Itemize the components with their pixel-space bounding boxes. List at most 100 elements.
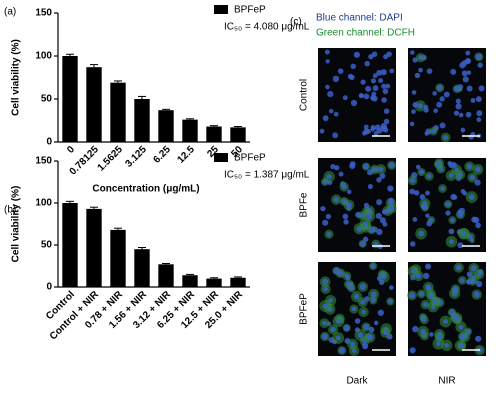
cell-nucleus bbox=[475, 96, 482, 103]
annotation: IC₅₀ = 4.080 μg/mL bbox=[224, 22, 310, 33]
cell-nucleus bbox=[366, 334, 374, 341]
y-tick-label: 0 bbox=[46, 137, 52, 148]
cell-nucleus bbox=[334, 165, 340, 171]
cell-nucleus bbox=[371, 91, 377, 97]
cell-nucleus bbox=[412, 217, 418, 222]
cell-nucleus bbox=[370, 263, 376, 269]
cell-nucleus bbox=[436, 101, 443, 108]
cell-nucleus bbox=[358, 93, 364, 99]
cell-nucleus bbox=[370, 298, 376, 303]
cell-nucleus bbox=[326, 174, 332, 180]
cell-nucleus bbox=[466, 279, 472, 285]
cell-nucleus bbox=[436, 84, 443, 91]
cell-nucleus bbox=[477, 62, 483, 68]
legend-swatch bbox=[214, 5, 228, 14]
channel-label: Green channel: DCFH bbox=[316, 28, 415, 39]
cell-nucleus bbox=[338, 347, 345, 354]
cell-nucleus bbox=[409, 347, 416, 354]
cell-nucleus bbox=[465, 111, 472, 118]
cell-nucleus bbox=[382, 221, 388, 227]
bar bbox=[110, 229, 126, 287]
cell-nucleus bbox=[328, 298, 334, 303]
annotation: IC₅₀ = 1.387 μg/mL bbox=[224, 170, 310, 181]
cell-nucleus bbox=[422, 204, 428, 211]
cell-nucleus bbox=[353, 51, 360, 58]
cell-nucleus bbox=[410, 241, 416, 247]
cell-nucleus bbox=[424, 131, 430, 136]
cell-nucleus bbox=[350, 99, 358, 107]
cell-nucleus bbox=[475, 335, 482, 342]
cell-nucleus bbox=[425, 213, 430, 218]
cell-nucleus bbox=[461, 231, 467, 237]
cell-nucleus bbox=[383, 108, 390, 114]
row-label: Control bbox=[299, 79, 310, 111]
cell-nucleus bbox=[455, 103, 462, 110]
cell-nucleus bbox=[342, 95, 348, 101]
cell-nucleus bbox=[422, 317, 427, 323]
cell-nucleus bbox=[432, 299, 438, 305]
cell-nucleus bbox=[342, 213, 349, 220]
cell-nucleus bbox=[338, 171, 344, 177]
micrograph bbox=[318, 48, 396, 142]
cell-nucleus bbox=[351, 348, 357, 353]
cell-nucleus bbox=[368, 227, 375, 233]
cell-nucleus bbox=[439, 122, 446, 129]
cell-nucleus bbox=[372, 73, 378, 79]
cell-nucleus bbox=[327, 90, 334, 98]
cell-nucleus bbox=[409, 177, 416, 184]
cell-nucleus bbox=[409, 121, 415, 127]
cell-nucleus bbox=[444, 342, 450, 348]
cell-nucleus bbox=[474, 166, 481, 173]
cell-nucleus bbox=[354, 318, 361, 324]
cell-nucleus bbox=[328, 108, 334, 114]
cell-nucleus bbox=[370, 78, 377, 84]
cell-nucleus bbox=[459, 277, 465, 283]
cell-nucleus bbox=[320, 205, 326, 212]
cell-nucleus bbox=[448, 173, 454, 179]
cell-nucleus bbox=[460, 189, 466, 194]
cell-nucleus bbox=[435, 162, 441, 167]
cell-nucleus bbox=[410, 50, 415, 55]
row-label: BPFe bbox=[299, 192, 310, 217]
cell-nucleus bbox=[372, 85, 379, 92]
cell-nucleus bbox=[322, 219, 329, 226]
cell-nucleus bbox=[322, 115, 329, 122]
cell-nucleus bbox=[382, 329, 388, 336]
cell-nucleus bbox=[462, 76, 469, 83]
cell-nucleus bbox=[388, 197, 394, 204]
cell-nucleus bbox=[425, 263, 432, 270]
cell-nucleus bbox=[459, 333, 466, 340]
bar bbox=[158, 110, 174, 142]
cell-nucleus bbox=[466, 271, 473, 277]
cell-nucleus bbox=[478, 85, 485, 92]
cell-nucleus bbox=[370, 291, 377, 298]
micrograph bbox=[318, 158, 397, 252]
y-tick-label: 50 bbox=[41, 240, 53, 251]
cell-nucleus bbox=[475, 53, 482, 60]
cell-nucleus bbox=[362, 163, 370, 170]
bar bbox=[158, 264, 174, 287]
cell-nucleus bbox=[373, 320, 379, 326]
cell-nucleus bbox=[443, 91, 450, 98]
legend-label: BPFeP bbox=[234, 153, 266, 164]
cell-nucleus bbox=[388, 162, 395, 169]
cell-nucleus bbox=[382, 88, 389, 95]
cell-nucleus bbox=[385, 83, 391, 89]
cell-nucleus bbox=[458, 112, 464, 118]
cell-nucleus bbox=[380, 122, 387, 130]
cell-nucleus bbox=[475, 222, 481, 229]
y-tick-label: 100 bbox=[35, 198, 52, 209]
cell-nucleus bbox=[386, 51, 392, 57]
column-label: NIR bbox=[438, 376, 455, 387]
cell-nucleus bbox=[468, 234, 473, 240]
cell-nucleus bbox=[362, 221, 368, 227]
cell-nucleus bbox=[409, 188, 416, 195]
cell-nucleus bbox=[357, 332, 364, 338]
cell-nucleus bbox=[413, 190, 420, 196]
x-tick-label: 6.25 bbox=[151, 144, 173, 166]
cell-nucleus bbox=[465, 58, 472, 64]
cell-nucleus bbox=[367, 184, 373, 190]
cell-nucleus bbox=[389, 285, 394, 290]
cell-nucleus bbox=[455, 98, 461, 104]
row-label: BPFeP bbox=[299, 293, 310, 325]
